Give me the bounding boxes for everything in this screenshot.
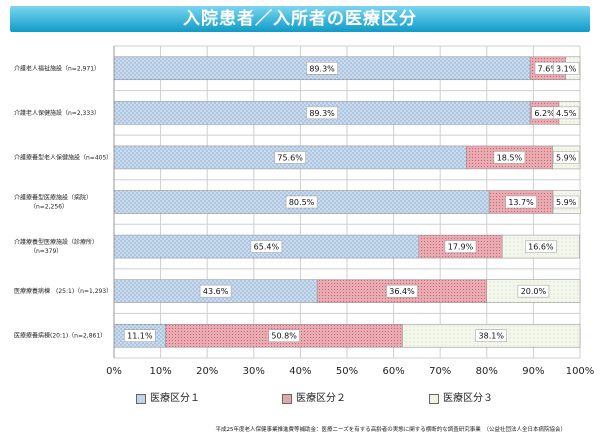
x-tick-label: 0%	[106, 366, 122, 377]
legend: 医療区分１ 医療区分２ 医療区分３	[136, 391, 496, 407]
x-tick-label: 10%	[149, 366, 171, 377]
category-label: 介護療養型医療施設（病院）（n=2,256）	[14, 194, 92, 211]
legend-label-3: 医療区分３	[443, 391, 493, 407]
category-label: 介護老人福祉施設（n=2,971）	[14, 64, 100, 72]
category-label: 医療療養病棟(20:1)（n=2,861）	[14, 332, 106, 340]
data-label: 13.7%	[508, 198, 534, 207]
data-label: 4.5%	[556, 109, 577, 118]
category-label: 介護療養型医療施設（診療所）（n=379）	[14, 238, 98, 255]
data-label: 6.2%	[534, 109, 555, 118]
data-label: 17.9%	[448, 243, 474, 252]
data-label: 43.6%	[203, 287, 229, 296]
category-label: 医療療養病棟 (25:1)（n=1,293）	[14, 287, 112, 295]
category-label: 介護老人保健施設（n=2,333）	[14, 109, 100, 117]
data-label: 36.4%	[389, 287, 415, 296]
legend-label-1: 医療区分１	[150, 391, 200, 407]
x-tick-label: 80%	[476, 366, 498, 377]
data-label: 89.3%	[309, 64, 335, 73]
legend-swatch-3	[429, 394, 439, 404]
x-tick-label: 100%	[566, 366, 595, 377]
data-label: 5.9%	[556, 198, 577, 207]
data-label: 80.5%	[289, 198, 315, 207]
x-tick-label: 60%	[382, 366, 404, 377]
source-note: 平成25年度老人保健事業推進費等補助金：医療ニーズを有する高齢者の実態に関する横…	[216, 425, 566, 433]
legend-swatch-2	[282, 394, 292, 404]
x-tick-label: 40%	[289, 366, 311, 377]
data-label: 11.1%	[127, 332, 153, 341]
data-label: 16.6%	[528, 243, 554, 252]
data-label: 50.8%	[271, 332, 297, 341]
data-label: 18.5%	[497, 153, 523, 162]
legend-label-2: 医療区分２	[296, 391, 346, 407]
x-tick-label: 70%	[429, 366, 451, 377]
x-tick-label: 50%	[336, 366, 358, 377]
data-label: 89.3%	[309, 109, 335, 118]
data-label: 38.1%	[479, 332, 505, 341]
x-tick-label: 30%	[243, 366, 265, 377]
category-label: 介護療養型老人保健施設（n=405）	[14, 153, 112, 161]
data-label: 3.1%	[556, 64, 577, 73]
data-label: 75.6%	[277, 153, 303, 162]
x-tick-label: 20%	[196, 366, 218, 377]
x-tick-label: 90%	[522, 366, 544, 377]
data-label: 5.9%	[556, 153, 577, 162]
data-label: 65.4%	[254, 243, 280, 252]
data-label: 20.0%	[521, 287, 547, 296]
legend-swatch-1	[136, 394, 146, 404]
